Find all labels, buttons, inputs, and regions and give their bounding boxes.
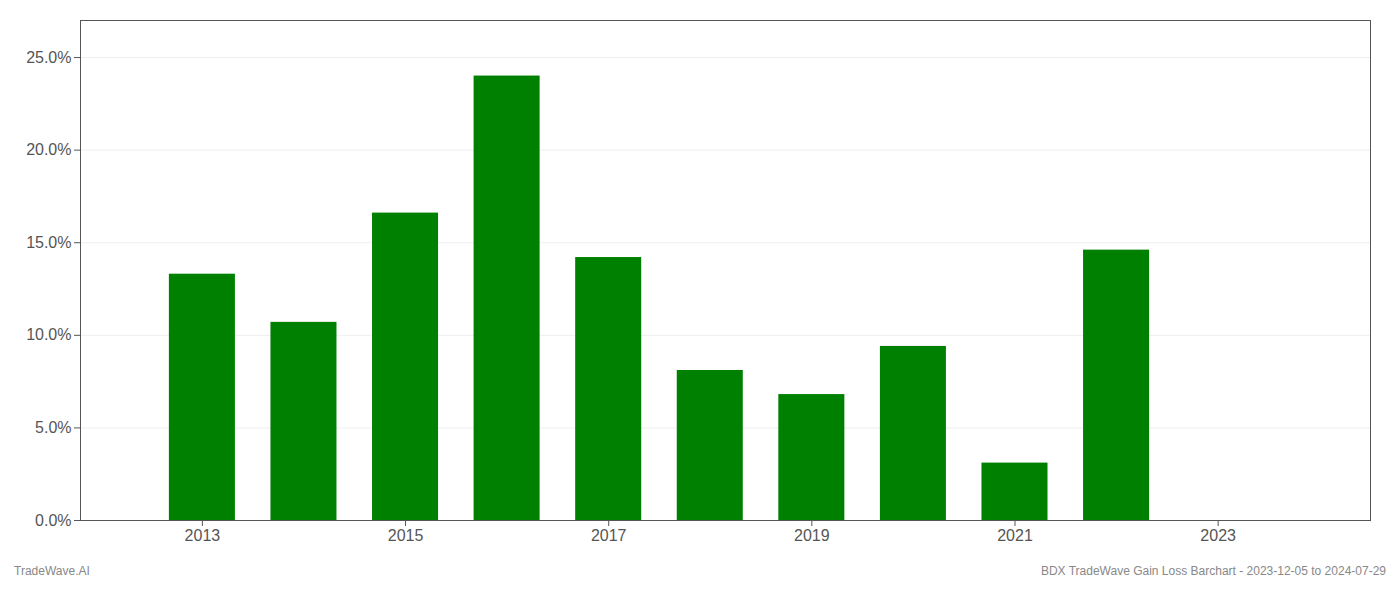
svg-text:2023: 2023: [1200, 527, 1236, 544]
svg-text:20.0%: 20.0%: [26, 141, 71, 158]
svg-text:2017: 2017: [591, 527, 627, 544]
svg-text:25.0%: 25.0%: [26, 49, 71, 66]
svg-text:5.0%: 5.0%: [35, 419, 71, 436]
html-text:BDX TradeWave Gain Loss Barcha: BDX TradeWave Gain Loss Barchart - 2023-…: [1040, 564, 1386, 578]
svg-text:0.0%: 0.0%: [35, 512, 71, 529]
svg-text:2013: 2013: [185, 527, 221, 544]
svg-text:10.0%: 10.0%: [26, 326, 71, 343]
svg-text:2015: 2015: [388, 527, 424, 544]
svg-text:2019: 2019: [794, 527, 830, 544]
svg-text:15.0%: 15.0%: [26, 234, 71, 251]
svg-text:2021: 2021: [997, 527, 1033, 544]
html-text:TradeWave.AI: TradeWave.AI: [14, 564, 90, 578]
